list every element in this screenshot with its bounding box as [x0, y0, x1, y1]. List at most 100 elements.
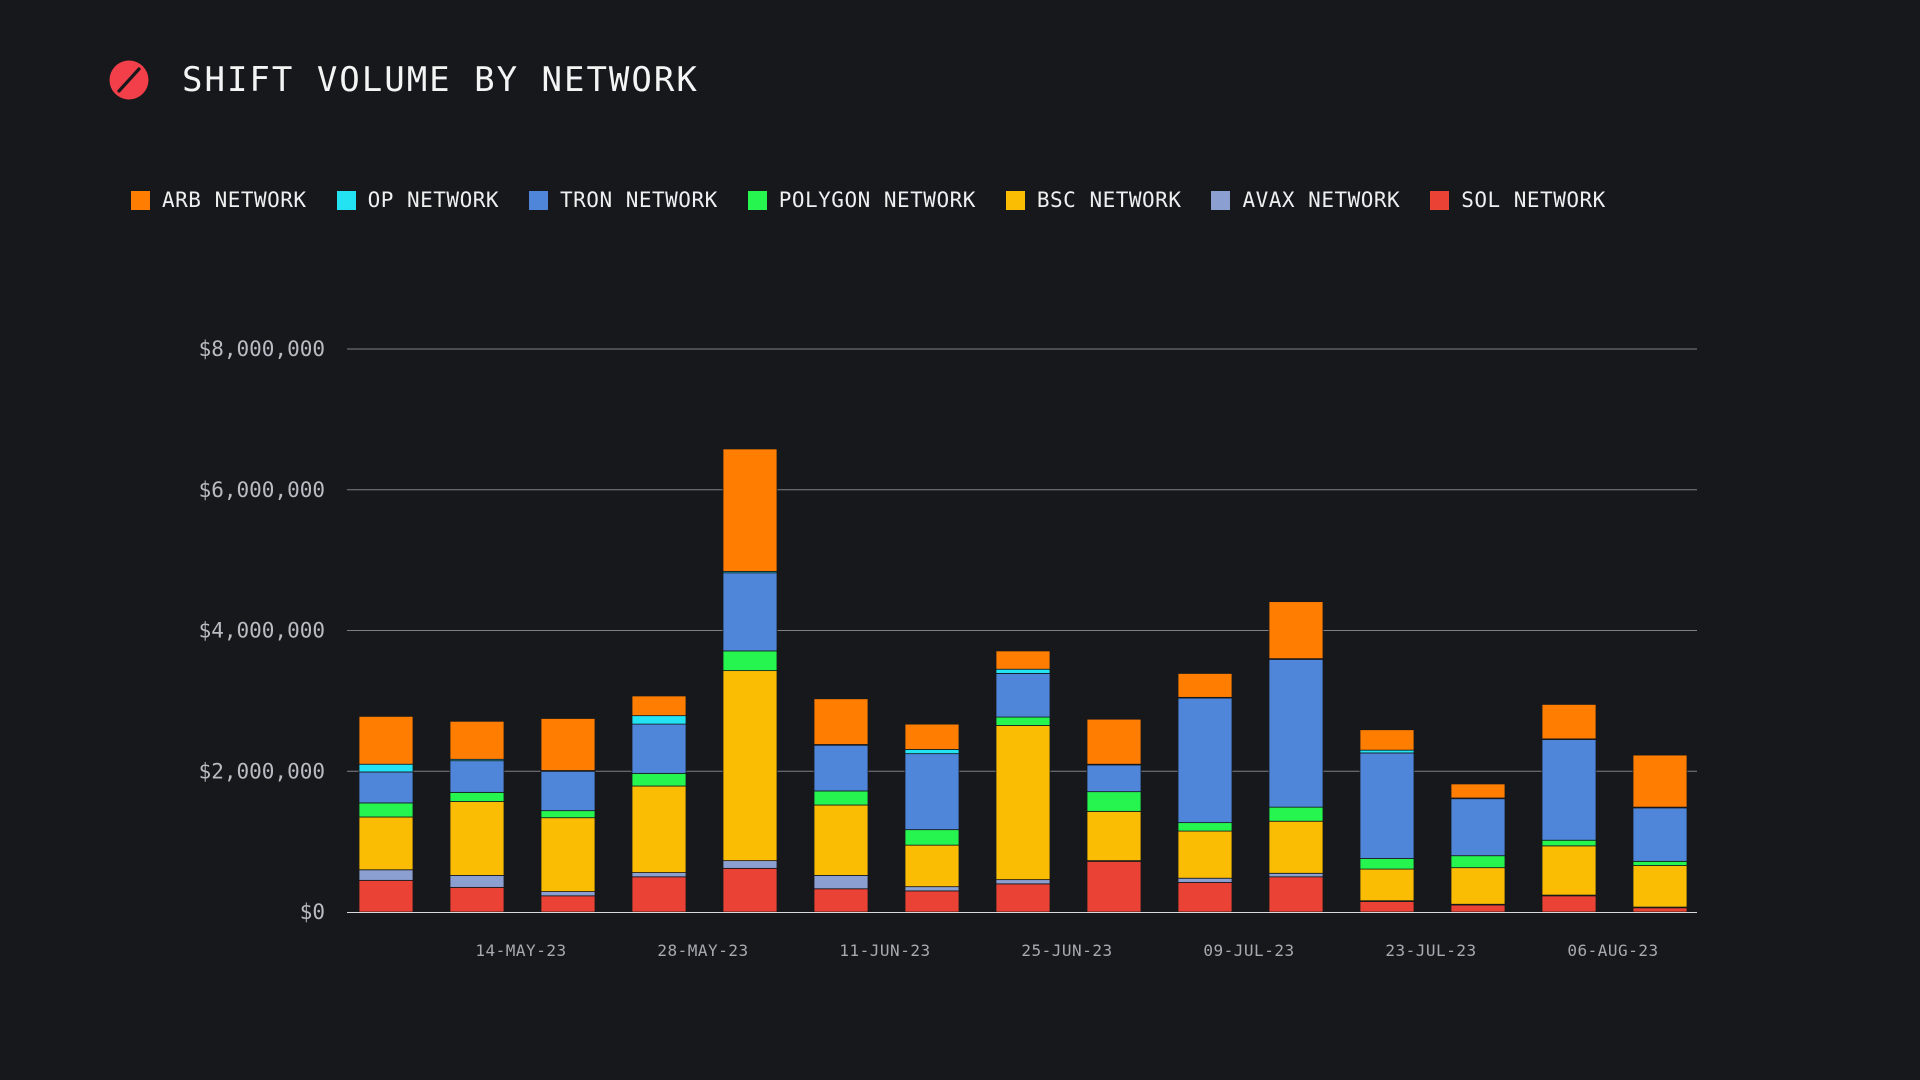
bar-segment-sol-network — [995, 883, 1051, 913]
bar-segment-avax-network — [1268, 872, 1324, 878]
bar-stack — [540, 718, 596, 913]
bars — [358, 448, 1688, 913]
legend-label: BSC NETWORK — [1036, 188, 1182, 212]
bar-segment-tron-network — [1632, 807, 1688, 862]
legend-item-arb-network: ARB NETWORK — [131, 188, 307, 212]
bar-segment-bsc-network — [1086, 810, 1142, 862]
bar-segment-tron-network — [1450, 798, 1506, 857]
bar-segment-polygon-network — [722, 650, 778, 672]
legend-swatch — [1005, 190, 1025, 210]
bar-segment-tron-network — [904, 753, 960, 831]
bar-stack — [1450, 783, 1506, 913]
legend-label: ARB NETWORK — [162, 188, 307, 212]
bar-segment-sol-network — [1450, 904, 1506, 913]
legend-swatch — [1430, 190, 1450, 210]
bar-segment-arb-network — [1177, 673, 1233, 698]
bar-segment-bsc-network — [540, 817, 596, 892]
legend-item-bsc-network: BSC NETWORK — [1005, 188, 1182, 212]
bar-stack — [722, 448, 778, 913]
bar-segment-polygon-network — [1086, 791, 1142, 812]
bar-segment-avax-network — [1177, 877, 1233, 883]
y-tick-label: $4,000,000 — [199, 619, 325, 643]
bar-segment-polygon-network — [995, 716, 1051, 726]
bar-segment-bsc-network — [631, 785, 687, 873]
bar-segment-avax-network — [722, 860, 778, 869]
bar-segment-sol-network — [722, 867, 778, 913]
y-tick-label: $8,000,000 — [199, 337, 325, 361]
x-axis: 14-MAY-23 28-MAY-23 11-JUN-23 25-JUN-23 09-J… — [475, 941, 1658, 960]
legend-swatch — [131, 190, 150, 210]
bar-segment-op-network — [631, 715, 687, 725]
bar-stack — [813, 698, 869, 913]
bar-segment-avax-network — [995, 879, 1051, 885]
bar-segment-tron-network — [449, 760, 505, 793]
bar-segment-tron-network — [358, 771, 414, 804]
bar-segment-arb-network — [358, 715, 414, 765]
bar-segment-sol-network — [449, 886, 505, 913]
bar-stack — [1359, 729, 1415, 913]
bar-segment-tron-network — [540, 770, 596, 812]
bar-segment-op-network — [904, 749, 960, 755]
bar-segment-bsc-network — [449, 801, 505, 876]
bar-segment-polygon-network — [1541, 839, 1597, 847]
bar-segment-polygon-network — [540, 810, 596, 819]
bar-segment-arb-network — [995, 650, 1051, 670]
bar-segment-polygon-network — [631, 772, 687, 787]
chart-header: SHIFT VOLUME BY NETWORK — [108, 52, 699, 108]
bar-segment-polygon-network — [1177, 822, 1233, 832]
bar-segment-sol-network — [1359, 901, 1415, 913]
bar-segment-polygon-network — [904, 829, 960, 846]
bar-segment-tron-network — [1359, 752, 1415, 859]
bar-segment-arb-network — [1450, 783, 1506, 799]
bar-segment-arb-network — [1632, 754, 1688, 808]
bar-segment-sol-network — [904, 890, 960, 913]
x-tick-label: 25-JUN-23 — [1021, 941, 1112, 960]
bar-segment-tron-network — [631, 723, 687, 774]
bar-segment-arb-network — [1359, 729, 1415, 751]
bar-segment-avax-network — [904, 886, 960, 892]
bar-segment-op-network — [1359, 749, 1415, 754]
y-tick-label: $2,000,000 — [199, 759, 325, 783]
bar-segment-avax-network — [540, 891, 596, 897]
bar-segment-bsc-network — [1268, 820, 1324, 874]
bar-stack — [1086, 718, 1142, 913]
bar-segment-arb-network — [540, 718, 596, 771]
bar-segment-tron-network — [1086, 764, 1142, 793]
bar-segment-sol-network — [1086, 860, 1142, 913]
x-tick-label: 09-JUL-23 — [1203, 941, 1294, 960]
bar-segment-bsc-network — [722, 670, 778, 862]
bar-segment-polygon-network — [1450, 855, 1506, 869]
bar-segment-avax-network — [631, 872, 687, 878]
bar-segment-arb-network — [631, 695, 687, 717]
bar-segment-tron-network — [722, 572, 778, 652]
bar-segment-tron-network — [1541, 739, 1597, 841]
bar-segment-tron-network — [1268, 658, 1324, 808]
legend-item-avax-network: AVAX NETWORK — [1211, 188, 1400, 212]
bar-segment-bsc-network — [1177, 830, 1233, 879]
legend-label: POLYGON NETWORK — [778, 188, 976, 212]
legend-label: AVAX NETWORK — [1242, 188, 1401, 212]
bar-segment-bsc-network — [813, 804, 869, 876]
legend-label: TRON NETWORK — [560, 188, 718, 212]
bar-segment-sol-network — [540, 895, 596, 913]
bar-segment-polygon-network — [358, 802, 414, 818]
bar-segment-arb-network — [1541, 703, 1597, 740]
bar-segment-tron-network — [995, 673, 1051, 718]
bar-segment-bsc-network — [1541, 845, 1597, 896]
x-tick-label: 28-MAY-23 — [657, 941, 748, 960]
bar-stack — [1177, 673, 1233, 913]
sideshift-slash-logo-icon — [109, 60, 149, 100]
y-tick-label: $6,000,000 — [199, 478, 325, 502]
legend-swatch — [529, 190, 549, 210]
bar-stack — [1632, 754, 1688, 913]
bar-segment-bsc-network — [1632, 865, 1688, 908]
bar-stack — [995, 650, 1051, 913]
bar-segment-arb-network — [722, 448, 778, 572]
legend-swatch — [1211, 190, 1231, 210]
bar-segment-arb-network — [1268, 601, 1324, 660]
bar-segment-polygon-network — [1359, 858, 1415, 870]
bar-segment-bsc-network — [904, 844, 960, 888]
bar-segment-arb-network — [1086, 718, 1142, 765]
bar-segment-polygon-network — [449, 791, 505, 802]
